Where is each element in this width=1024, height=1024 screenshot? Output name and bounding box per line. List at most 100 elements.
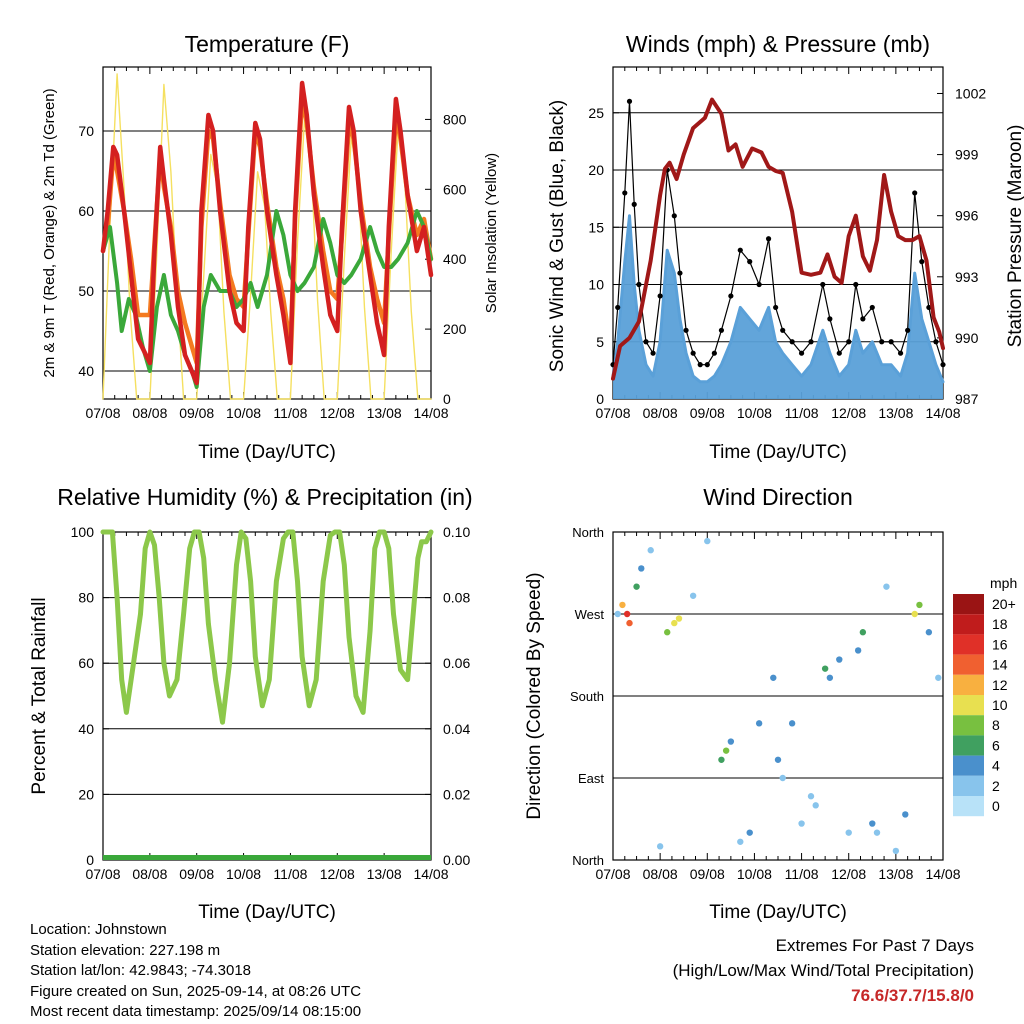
temperature-ylabel-right: Solar Insolation (Yellow) — [483, 153, 500, 313]
direction-point — [614, 610, 621, 618]
x-tick-label: 11/08 — [273, 405, 307, 421]
y-tick-label: 60 — [78, 203, 94, 219]
x-tick-label: 13/08 — [367, 866, 402, 882]
wind-line — [611, 214, 945, 384]
direction-point — [836, 656, 843, 663]
direction-point — [626, 619, 633, 627]
y-tick-label-right: 993 — [955, 269, 979, 285]
y-tick-label: South — [570, 689, 604, 704]
x-tick-label: 13/08 — [878, 405, 913, 421]
direction-point — [807, 793, 815, 800]
direction-point — [638, 565, 645, 572]
legend-swatch — [953, 674, 984, 695]
precip-bar — [103, 855, 431, 860]
y-tick-label-right: 987 — [955, 391, 979, 407]
x-tick-label: 14/08 — [925, 405, 960, 421]
direction-point — [779, 774, 786, 782]
y-tick-label-right: 0 — [443, 391, 451, 407]
x-tick-label: 14/08 — [413, 405, 448, 421]
wind-area — [613, 215, 943, 399]
humidity-panel: Relative Humidity (%) & Precipitation (i… — [29, 484, 473, 923]
x-tick-label: 11/08 — [785, 405, 819, 421]
y-tick-label-right: 999 — [955, 147, 979, 163]
legend-swatch — [953, 614, 984, 635]
y-tick-label-right: 200 — [443, 321, 467, 337]
location-text: Location: Johnstown — [30, 921, 167, 938]
direction-point — [647, 547, 654, 554]
x-tick-label: 09/08 — [690, 866, 725, 882]
y-tick-label: 20 — [78, 786, 94, 802]
legend-label: 8 — [992, 717, 1000, 733]
direction-point — [935, 674, 942, 681]
y-tick-label-right: 996 — [955, 208, 979, 224]
temperature-ylabel: 2m & 9m T (Red, Orange) & 2m Td (Green) — [41, 88, 58, 377]
direction-point — [869, 820, 876, 827]
y-tick-label-right: 0.04 — [443, 721, 470, 737]
y-tick-label: 10 — [588, 277, 604, 293]
x-tick-label: 11/08 — [273, 866, 307, 882]
direction-point — [623, 610, 631, 618]
direction-point — [788, 720, 796, 727]
y-tick-label: 80 — [78, 590, 94, 606]
legend-label: 18 — [992, 616, 1008, 632]
y-tick-label: 70 — [78, 123, 94, 139]
legend-label: 16 — [992, 636, 1008, 652]
station-info: Location: Johnstown Station elevation: 2… — [30, 920, 361, 1023]
direction-point — [798, 820, 805, 827]
legend-label: 20+ — [992, 596, 1016, 612]
y-tick-label: 15 — [588, 219, 604, 235]
y-tick-label-right: 0.02 — [443, 786, 470, 802]
x-tick-label: 13/08 — [367, 405, 402, 421]
direction-point — [689, 592, 697, 599]
direction-point — [826, 674, 834, 681]
direction-point — [704, 537, 711, 545]
direction-point — [722, 747, 730, 754]
y-tick-label-right: 1002 — [955, 85, 986, 101]
y-tick-label: North — [572, 525, 604, 540]
y-tick-label-right: 0.08 — [443, 590, 470, 606]
winds-xlabel: Time (Day/UTC) — [709, 442, 847, 463]
y-tick-label-right: 0.10 — [443, 524, 470, 540]
y-tick-label: 20 — [588, 162, 604, 178]
x-tick-label: 07/08 — [595, 405, 630, 421]
x-tick-label: 09/08 — [179, 405, 214, 421]
direction-point — [873, 829, 881, 836]
direction-point — [774, 756, 782, 763]
humidity-ylabel: Percent & Total Rainfall — [29, 597, 50, 794]
legend-label: 2 — [992, 778, 1000, 794]
y-tick-label-right: 990 — [955, 330, 979, 346]
legend-label: 6 — [992, 737, 1000, 753]
x-tick-label: 10/08 — [737, 405, 772, 421]
wind-direction-ylabel: Direction (Colored By Speed) — [524, 572, 545, 819]
direction-point — [664, 629, 671, 636]
x-tick-label: 08/08 — [132, 866, 167, 882]
wind-direction-panel: Wind Direction Direction (Colored By Spe… — [524, 484, 1017, 923]
x-tick-label: 14/08 — [925, 866, 960, 882]
direction-point — [883, 583, 890, 590]
y-tick-label: 100 — [71, 524, 95, 540]
pressure-line — [611, 97, 945, 381]
x-tick-label: 08/08 — [643, 866, 678, 882]
legend-swatch — [953, 654, 984, 675]
winds-ylabel-right: Station Pressure (Maroon) — [1005, 125, 1024, 348]
x-tick-label: 12/08 — [831, 866, 866, 882]
direction-point — [718, 756, 725, 763]
y-tick-label: 40 — [78, 721, 94, 737]
y-tick-label: 60 — [78, 655, 94, 671]
legend-label: 0 — [992, 798, 1000, 814]
direction-point — [746, 829, 753, 836]
x-tick-label: 13/08 — [878, 866, 913, 882]
y-tick-label-right: 600 — [443, 181, 467, 197]
x-tick-label: 07/08 — [85, 866, 120, 882]
direction-point — [656, 843, 664, 850]
legend-swatch — [953, 796, 984, 817]
x-tick-label: 09/08 — [179, 866, 214, 882]
latlon-text: Station lat/lon: 42.9843; -74.3018 — [30, 962, 252, 979]
direction-point — [892, 847, 900, 855]
x-tick-label: 12/08 — [831, 405, 866, 421]
direction-point — [770, 674, 777, 681]
direction-point — [854, 647, 862, 654]
legend-label: 10 — [992, 697, 1008, 713]
y-tick-label: West — [575, 607, 605, 622]
